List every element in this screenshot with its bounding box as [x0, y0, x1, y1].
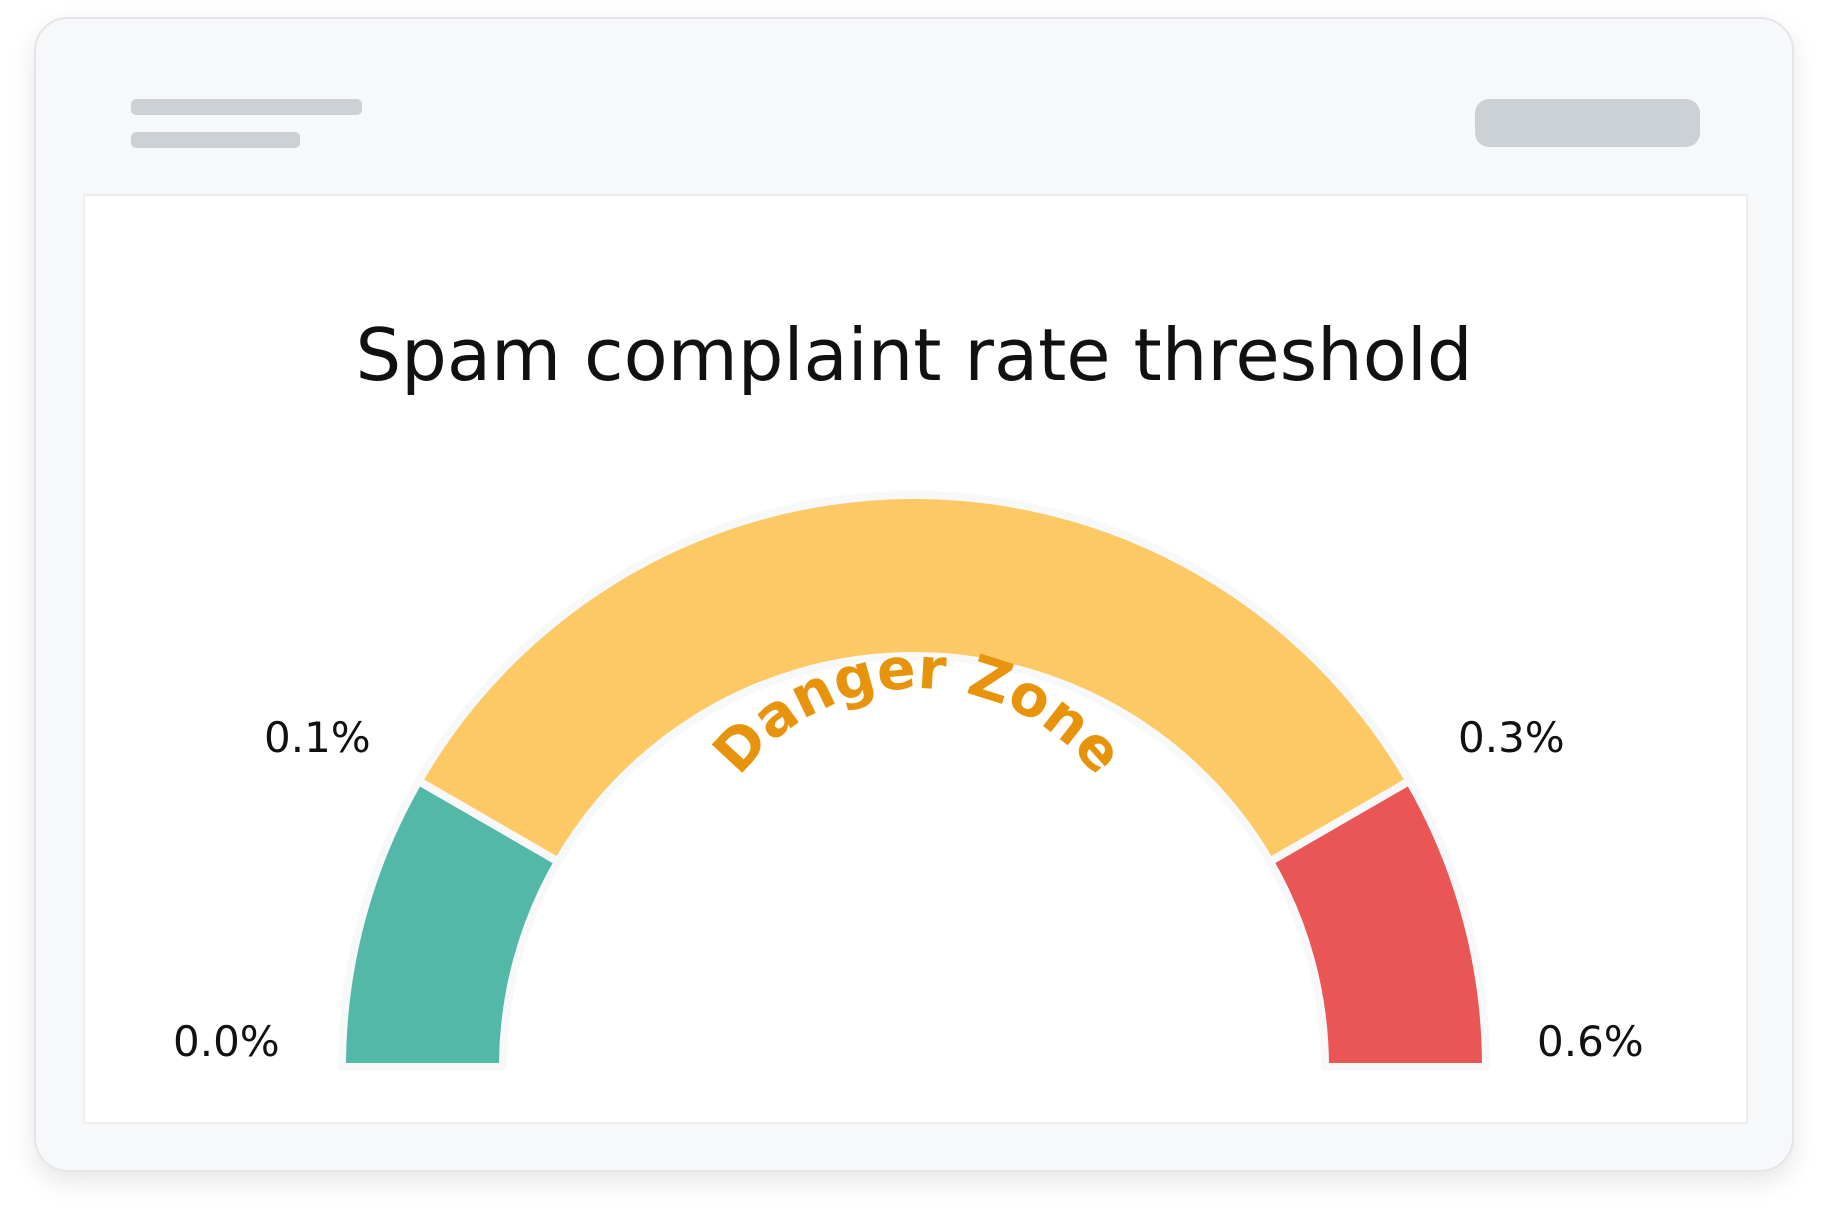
gauge-segment-1 — [414, 491, 1414, 866]
tick-label-0.1: 0.1% — [264, 713, 371, 762]
tick-label-0: 0.0% — [173, 1017, 280, 1066]
header-placeholder-line — [131, 99, 362, 115]
tick-label-0.3: 0.3% — [1458, 713, 1565, 762]
header-placeholder-line — [131, 132, 300, 148]
header-placeholder-button[interactable] — [1475, 99, 1700, 147]
chart-title: Spam complaint rate threshold — [355, 313, 1472, 397]
tick-label-0.6: 0.6% — [1537, 1017, 1644, 1066]
gauge-segment-2 — [1265, 777, 1490, 1071]
gauge-segments — [338, 491, 1490, 1071]
